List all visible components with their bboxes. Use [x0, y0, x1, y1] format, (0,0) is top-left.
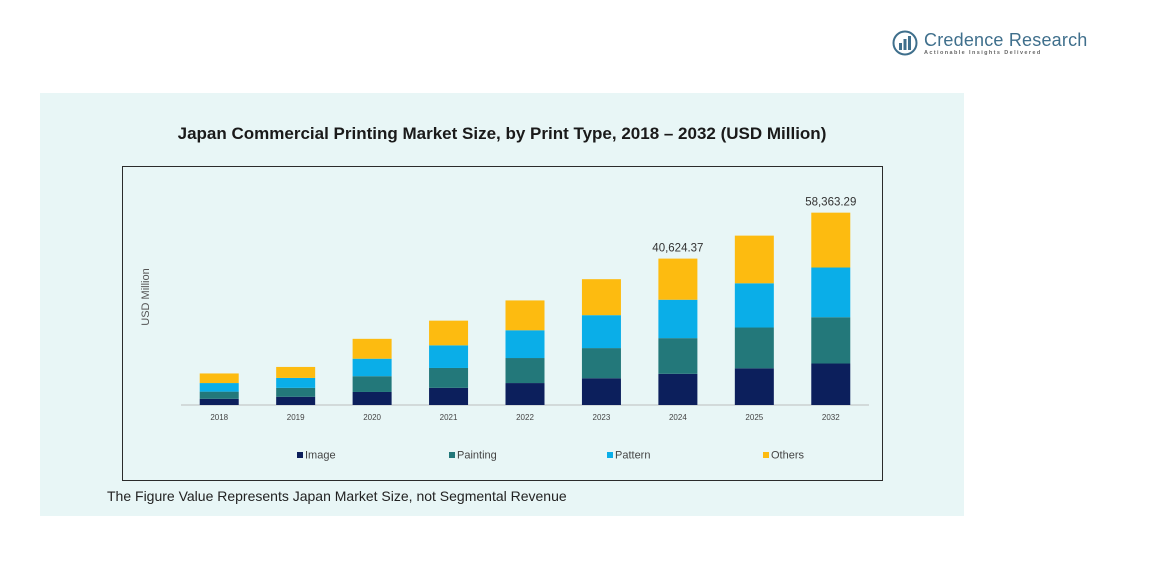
brand-logo: Credence Research Actionable Insights De…	[892, 30, 1087, 60]
plot-area: USD Million 2018 2019 2020 2021 2022 2023 2024 4…	[122, 166, 883, 481]
bar-others-2018	[199, 373, 239, 384]
brand-tagline: Actionable Insights Delivered	[924, 50, 1042, 56]
bar-pattern-2023	[581, 315, 621, 349]
y-axis-label: USD Million	[140, 268, 152, 325]
legend-label-painting: Painting	[457, 450, 497, 462]
legend-label-pattern: Pattern	[615, 450, 650, 462]
brand-name: Credence Research	[924, 30, 1088, 50]
x-tick-label-2024: 2024	[669, 413, 687, 422]
bar-pattern-2022	[505, 330, 545, 359]
bar-painting-2018	[199, 391, 239, 399]
x-tick-label-2019: 2019	[287, 413, 305, 422]
bar-painting-2022	[505, 358, 545, 384]
x-tick-label-2025: 2025	[745, 413, 763, 422]
bar-others-2022	[505, 300, 545, 331]
bar-others-2019	[276, 366, 316, 378]
x-tick-label-2032: 2032	[822, 413, 840, 422]
bar-chart-circle-icon	[892, 30, 918, 56]
bar-image-2032	[811, 363, 851, 405]
bar-image-2024	[658, 373, 698, 405]
bar-image-2020	[352, 391, 392, 405]
bar-painting-2023	[581, 348, 621, 379]
chart-footnote: The Figure Value Represents Japan Market…	[107, 488, 567, 504]
x-tick-label-2020: 2020	[363, 413, 381, 422]
bar-pattern-2021	[429, 345, 469, 368]
bar-painting-2019	[276, 387, 316, 397]
bar-painting-2024	[658, 338, 698, 374]
data-label-2032: 58,363.29	[805, 197, 856, 209]
data-label-2024: 40,624.37	[652, 243, 703, 255]
legend-swatch-others	[763, 452, 769, 458]
bar-image-2019	[276, 396, 316, 405]
bar-others-2024	[658, 258, 698, 300]
bar-pattern-2032	[811, 267, 851, 318]
bar-painting-2025	[734, 327, 774, 369]
x-tick-label-2018: 2018	[210, 413, 228, 422]
bar-image-2025	[734, 368, 774, 405]
chart-panel: Japan Commercial Printing Market Size, b…	[40, 93, 964, 516]
stacked-bar-chart: USD Million 2018 2019 2020 2021 2022 2023 2024 4…	[140, 197, 869, 462]
bar-others-2025	[734, 235, 774, 284]
x-tick-label-2022: 2022	[516, 413, 534, 422]
bar-pattern-2020	[352, 358, 392, 377]
legend-swatch-painting	[449, 452, 455, 458]
bar-others-2032	[811, 212, 851, 268]
bar-image-2018	[199, 398, 239, 405]
legend-label-image: Image	[305, 450, 336, 462]
legend-swatch-image	[297, 452, 303, 458]
bar-image-2022	[505, 383, 545, 405]
bar-image-2021	[429, 387, 469, 405]
bar-pattern-2025	[734, 283, 774, 328]
bar-pattern-2018	[199, 383, 239, 392]
bar-pattern-2019	[276, 377, 316, 388]
bar-painting-2021	[429, 367, 469, 388]
legend-swatch-pattern	[607, 452, 613, 458]
bar-image-2023	[581, 378, 621, 405]
x-tick-label-2023: 2023	[593, 413, 611, 422]
chart-title: Japan Commercial Printing Market Size, b…	[177, 124, 827, 143]
bar-others-2020	[352, 338, 392, 359]
bar-others-2021	[429, 320, 469, 346]
bar-pattern-2024	[658, 299, 698, 339]
legend-label-others: Others	[771, 450, 805, 462]
bar-painting-2032	[811, 317, 851, 364]
bar-others-2023	[581, 279, 621, 316]
bar-painting-2020	[352, 376, 392, 392]
x-tick-label-2021: 2021	[440, 413, 458, 422]
